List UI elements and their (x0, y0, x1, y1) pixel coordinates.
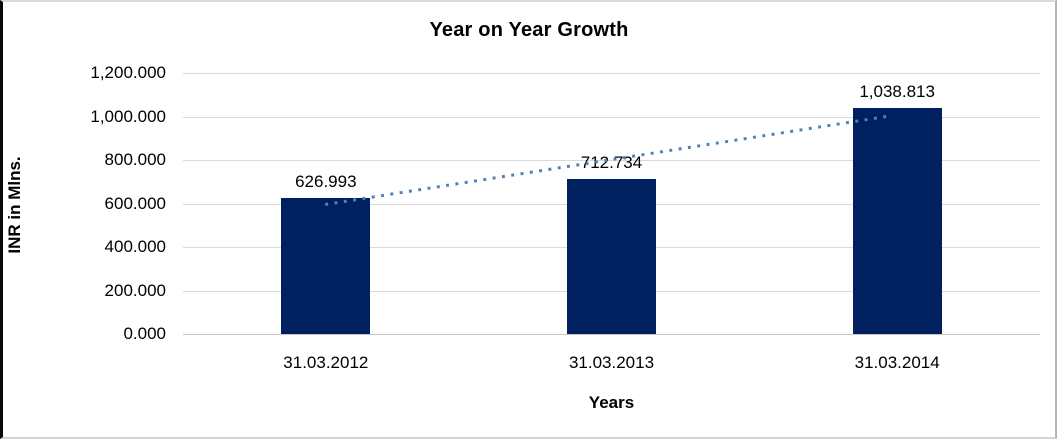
bar-31.03.2013 (567, 178, 656, 334)
gridline-y-1200 (183, 73, 1040, 74)
y-tick-label: 1,000.000 (90, 106, 166, 126)
y-tick-label: 0.000 (123, 324, 166, 343)
x-tick-label: 31.03.2014 (854, 353, 940, 372)
x-tick-label: 31.03.2013 (568, 353, 655, 372)
data-label: 626.993 (295, 171, 357, 191)
x-axis-title: Years (588, 393, 635, 412)
y-axis-title: INR in Mlns. (5, 156, 24, 254)
x-tick-label: 31.03.2012 (283, 353, 369, 372)
chart-title: Year on Year Growth (429, 19, 629, 41)
bar-31.03.2014 (852, 108, 942, 334)
y-tick-label: 1,200.000 (90, 63, 166, 82)
data-label: 712.734 (580, 152, 643, 172)
y-tick-label: 600.000 (104, 193, 166, 213)
bar-31.03.2012 (281, 197, 371, 334)
y-tick-label: 400.000 (104, 237, 166, 256)
y-tick-label: 800.000 (104, 150, 166, 169)
y-tick-label: 200.000 (104, 280, 166, 300)
gridline-y-0 (183, 334, 1040, 335)
data-label: 1,038.813 (859, 82, 935, 102)
